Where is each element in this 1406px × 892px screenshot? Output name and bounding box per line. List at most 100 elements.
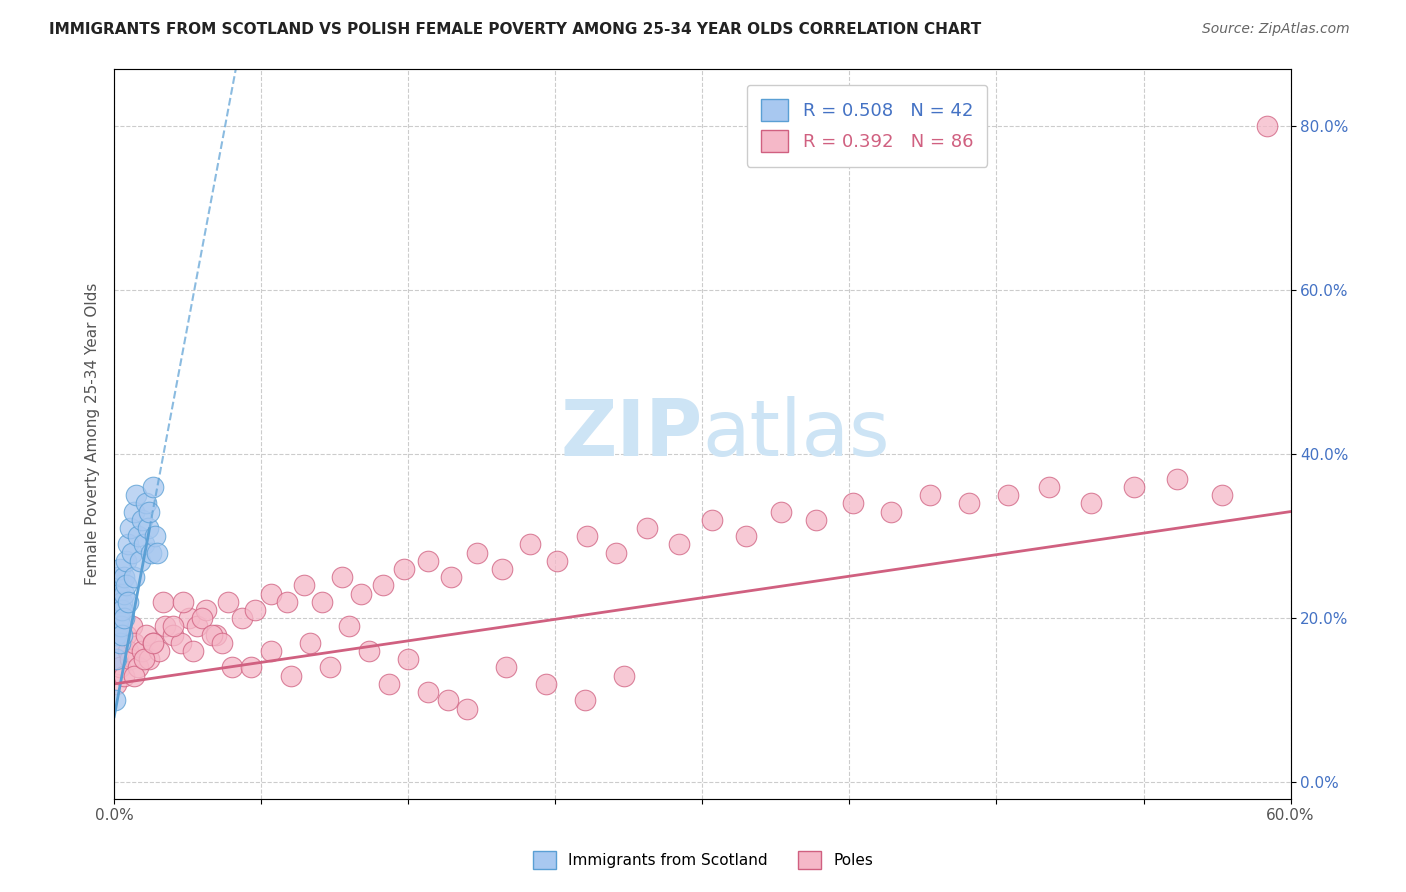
Point [804, 513, 827, 527]
Point [260, 587, 283, 601]
Point [217, 595, 239, 609]
Point [436, 693, 458, 707]
Point [221, 660, 243, 674]
Point [107, 570, 129, 584]
Point [138, 652, 160, 666]
Point [136, 521, 159, 535]
Point [1080, 496, 1102, 510]
Point [495, 660, 517, 674]
Point [146, 546, 169, 560]
Point [107, 619, 129, 633]
Y-axis label: Female Poverty Among 25-34 Year Olds: Female Poverty Among 25-34 Year Olds [86, 283, 100, 585]
Point [138, 505, 160, 519]
Point [605, 546, 627, 560]
Text: IMMIGRANTS FROM SCOTLAND VS POLISH FEMALE POVERTY AMONG 25-34 YEAR OLDS CORRELAT: IMMIGRANTS FROM SCOTLAND VS POLISH FEMAL… [49, 22, 981, 37]
Point [127, 529, 149, 543]
Point [299, 636, 322, 650]
Point [105, 628, 128, 642]
Point [519, 537, 541, 551]
Point [110, 619, 132, 633]
Point [240, 660, 263, 674]
Point [152, 595, 174, 609]
Point [734, 529, 756, 543]
Point [879, 505, 901, 519]
Point [141, 546, 163, 560]
Point [111, 603, 134, 617]
Point [131, 513, 153, 527]
Point [1166, 472, 1188, 486]
Point [350, 587, 373, 601]
Point [105, 578, 128, 592]
Point [131, 644, 153, 658]
Point [127, 660, 149, 674]
Text: atlas: atlas [703, 396, 890, 472]
Text: ZIP: ZIP [560, 396, 703, 472]
Point [191, 611, 214, 625]
Point [132, 537, 155, 551]
Legend: Immigrants from Scotland, Poles: Immigrants from Scotland, Poles [527, 845, 879, 875]
Point [117, 537, 139, 551]
Point [122, 668, 145, 682]
Point [112, 570, 135, 584]
Point [145, 529, 167, 543]
Point [118, 521, 141, 535]
Point [319, 660, 342, 674]
Point [546, 554, 568, 568]
Point [201, 628, 224, 642]
Point [117, 644, 139, 658]
Point [108, 636, 131, 650]
Point [575, 529, 598, 543]
Point [465, 546, 488, 560]
Point [107, 652, 129, 666]
Point [440, 570, 463, 584]
Point [122, 505, 145, 519]
Point [702, 513, 724, 527]
Point [177, 611, 200, 625]
Point [416, 554, 439, 568]
Point [162, 619, 184, 633]
Point [122, 570, 145, 584]
Point [396, 652, 419, 666]
Point [211, 636, 233, 650]
Legend: R = 0.508   N = 42, R = 0.392   N = 86: R = 0.508 N = 42, R = 0.392 N = 86 [747, 85, 987, 167]
Point [280, 668, 302, 682]
Point [195, 603, 218, 617]
Point [111, 595, 134, 609]
Point [534, 677, 557, 691]
Point [186, 619, 208, 633]
Point [394, 562, 416, 576]
Point [111, 628, 134, 642]
Point [108, 660, 131, 674]
Point [105, 652, 128, 666]
Point [117, 595, 139, 609]
Point [957, 496, 980, 510]
Point [416, 685, 439, 699]
Point [112, 587, 135, 601]
Point [107, 611, 129, 625]
Point [491, 562, 513, 576]
Point [105, 595, 128, 609]
Point [172, 595, 194, 609]
Point [245, 603, 267, 617]
Point [637, 521, 659, 535]
Point [574, 693, 596, 707]
Point [142, 480, 165, 494]
Point [276, 595, 298, 609]
Point [769, 505, 792, 519]
Point [118, 652, 141, 666]
Point [148, 644, 170, 658]
Point [231, 611, 253, 625]
Point [104, 693, 127, 707]
Point [108, 603, 131, 617]
Point [842, 496, 865, 510]
Point [359, 644, 381, 658]
Point [135, 628, 157, 642]
Point [132, 652, 155, 666]
Point [135, 496, 157, 510]
Point [108, 562, 131, 576]
Text: Source: ZipAtlas.com: Source: ZipAtlas.com [1202, 22, 1350, 37]
Point [918, 488, 941, 502]
Point [162, 628, 184, 642]
Point [292, 578, 315, 592]
Point [105, 603, 128, 617]
